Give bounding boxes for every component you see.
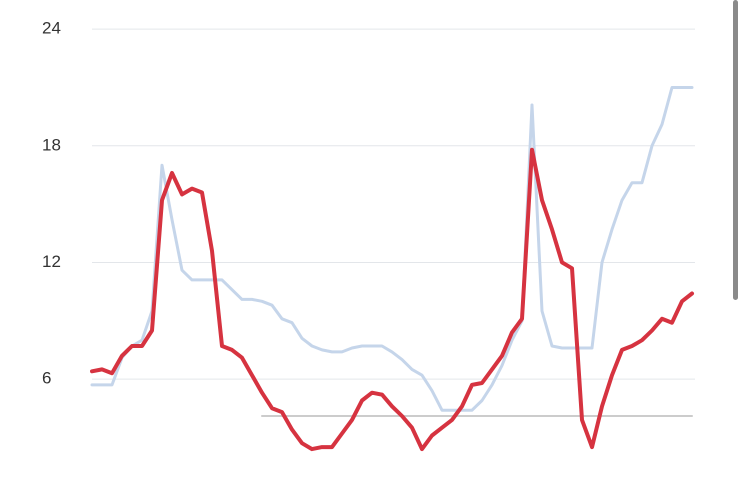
y-tick-label: 12 (42, 252, 61, 271)
y-tick-label: 24 (42, 19, 61, 38)
y-tick-label: 18 (42, 135, 61, 154)
y-tick-label: 6 (42, 369, 51, 388)
series-line (90, 86, 694, 412)
series-line (90, 147, 694, 452)
scrollbar[interactable] (733, 0, 738, 300)
